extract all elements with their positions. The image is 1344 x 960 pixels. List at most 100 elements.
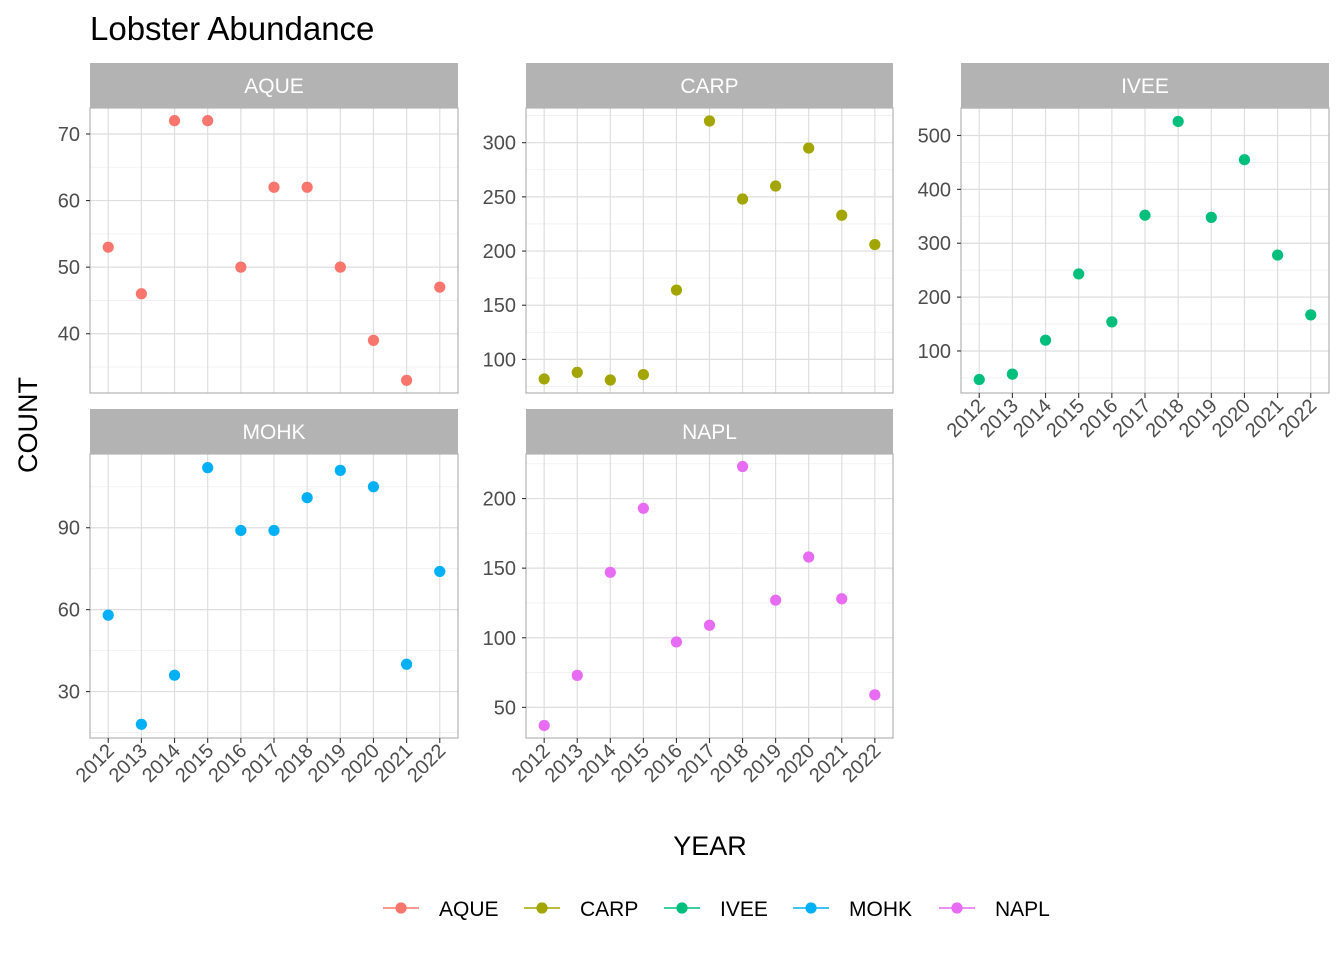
data-point-carp [736,193,749,205]
data-point-mohk [135,718,147,730]
data-point-aque [301,181,313,193]
facet-panel-mohk: MOHK306090201220132014201520162017201820… [58,409,459,787]
facet-strip [90,63,458,108]
data-point-napl [736,460,749,473]
data-point-aque [334,261,346,273]
legend-label: AQUE [439,898,499,921]
y-axis-title: COUNT [13,377,43,473]
legend-item-aque: AQUE [383,898,499,921]
data-point-ivee [1106,316,1118,328]
data-point-ivee [1006,368,1018,380]
data-point-napl [637,502,649,514]
y-tick-label: 150 [483,295,516,317]
data-point-mohk [235,524,247,537]
data-point-napl [670,636,683,648]
data-point-carp [670,284,683,296]
data-point-mohk [334,464,346,476]
y-tick-label: 400 [918,179,951,201]
legend-label: CARP [580,898,638,921]
legend-key-point [676,902,688,914]
data-point-ivee [1172,115,1184,128]
data-point-ivee [1205,211,1217,223]
panel-border [89,107,459,394]
data-point-carp [703,115,716,127]
data-point-mohk [434,565,446,578]
y-tick-label: 200 [918,287,951,309]
data-point-napl [869,689,881,701]
y-tick-label: 50 [58,257,80,279]
facet-strip-label: CARP [680,75,738,98]
data-point-napl [604,566,616,578]
x-tick-label: 2022 [1274,395,1321,442]
facet-panel-ivee: IVEE100200300400500201220132014201520162… [918,63,1330,442]
y-tick-label: 500 [918,125,951,147]
x-axis-title: YEAR [673,831,747,861]
data-point-mohk [102,609,114,621]
data-point-carp [803,142,815,154]
data-point-aque [235,261,247,273]
y-tick-label: 300 [483,133,516,155]
data-point-ivee [1238,154,1251,166]
facet-panel-carp: CARP 100 150 200 250 300 [483,63,894,394]
data-point-aque [135,288,147,300]
y-tick-label: 150 [483,558,516,580]
data-point-mohk [268,524,280,537]
data-point-carp [571,366,583,379]
legend-label: NAPL [995,898,1050,921]
y-tick-label: 200 [483,489,516,511]
legend-item-mohk: MOHK [793,898,912,921]
data-point-aque [102,241,114,253]
facet-panels: AQUE 40 50 60 70 CARP 100 150 200 250 300 IVEE 100 20… [58,63,1330,787]
data-point-carp [604,374,616,386]
data-point-aque [434,281,446,293]
data-point-napl [571,669,583,681]
facet-strip [90,409,458,454]
data-point-carp [836,209,848,221]
data-point-napl [703,619,716,631]
data-point-mohk [301,492,313,504]
data-point-ivee [973,373,985,386]
y-tick-label: 200 [483,241,516,263]
facet-panel-napl: NAPL501001502002012201320142015201620172… [483,409,894,787]
legend-item-carp: CARP [524,898,638,921]
y-tick-label: 100 [483,628,516,650]
data-point-carp [869,238,881,251]
data-point-ivee [1073,268,1085,280]
y-tick-label: 30 [58,682,80,704]
facet-strip [961,63,1329,108]
facet-strip [526,63,893,108]
data-point-ivee [1272,249,1284,261]
legend: AQUE CARP IVEE MOHK NAPL [383,898,1050,921]
facet-strip-label: MOHK [243,421,306,444]
legend-key-point [951,902,963,914]
data-point-carp [770,180,782,192]
data-point-mohk [202,462,214,474]
y-tick-label: 100 [918,341,951,363]
legend-key-point [536,902,548,914]
data-point-carp [538,373,550,385]
data-point-aque [401,374,413,386]
y-tick-label: 60 [58,191,80,213]
data-point-ivee [1139,209,1151,221]
y-tick-label: 300 [918,233,951,255]
x-tick-label: 2022 [838,740,885,787]
data-point-mohk [367,481,380,493]
facet-strip [526,409,893,454]
data-point-aque [268,181,280,193]
data-point-napl [770,594,782,606]
data-point-napl [538,719,550,732]
data-point-aque [202,115,214,127]
chart-title: Lobster Abundance [90,10,374,47]
x-tick-label: 2022 [403,740,450,787]
facet-strip-label: AQUE [244,75,304,98]
facet-strip-label: IVEE [1121,75,1169,98]
data-point-aque [367,334,380,346]
data-point-ivee [1305,309,1317,321]
y-tick-label: 250 [483,187,516,209]
y-tick-label: 100 [483,349,516,371]
facet-strip-label: NAPL [682,421,737,444]
legend-key-point [805,902,817,914]
data-point-mohk [168,669,181,681]
data-point-aque [168,115,181,127]
